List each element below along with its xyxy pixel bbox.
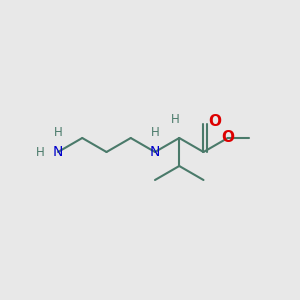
Text: H: H [36,146,45,158]
Text: N: N [53,145,63,159]
Text: O: O [221,130,234,146]
Text: O: O [208,115,221,130]
Text: H: H [151,126,159,139]
Text: H: H [171,113,180,126]
Text: H: H [54,126,62,139]
Text: N: N [150,145,160,159]
